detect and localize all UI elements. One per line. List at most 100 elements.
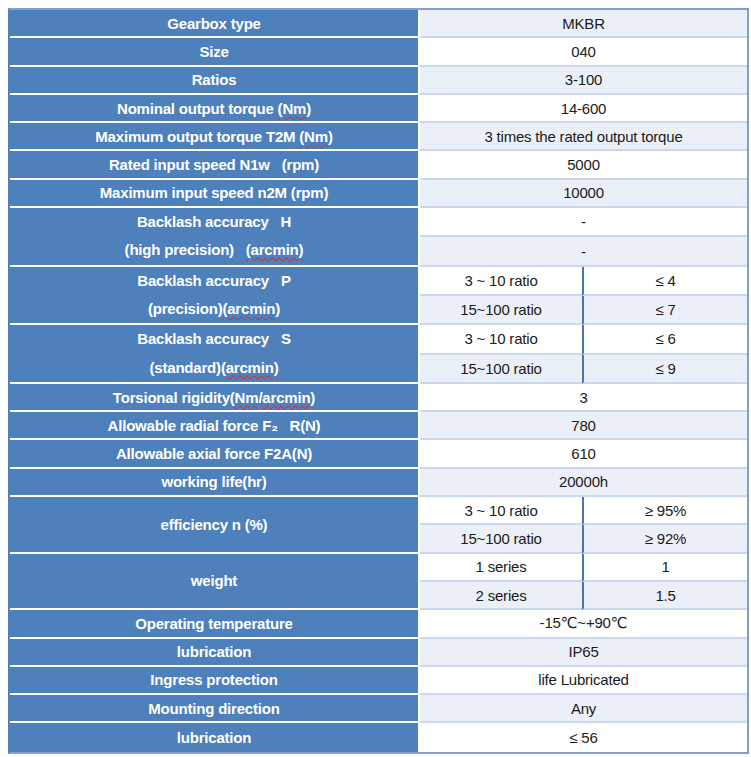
misspell-underline: (arcmin): [221, 359, 279, 376]
misspell-underline: arcmin: [262, 389, 310, 406]
row-label-lubrication-2: lubrication: [10, 723, 420, 751]
efficiency-row1-range: 3 ~ 10 ratio: [420, 497, 582, 525]
label-part: Nominal output torque: [117, 100, 278, 117]
label-text: Nominal output torque (Nm): [117, 100, 311, 117]
label-line-1: Backlash accuracy S: [10, 325, 418, 353]
row-label-backlash-p: Backlash accuracy P (precision)(arcmin): [10, 267, 420, 326]
row-label-rated-input-speed: Rated input speed N1w (rpm): [10, 151, 420, 179]
efficiency-row1-value: ≥ 95%: [582, 497, 747, 525]
label-text: Gearbox type: [167, 15, 260, 32]
label-text: efficiency n (%): [161, 516, 268, 533]
backlash-p-row2-value: ≤ 7: [582, 296, 747, 325]
value-ingress-protection: life Lubricated: [420, 667, 747, 695]
label-text: working life(hr): [161, 473, 266, 490]
table-row: working life(hr) 20000h: [10, 469, 747, 497]
row-label-ratios: Ratios: [10, 67, 420, 95]
table-row: Nominal output torque (Nm) 14-600: [10, 95, 747, 123]
backlash-p-row1-value: ≤ 4: [582, 267, 747, 296]
value-backlash-h-1: -: [420, 208, 747, 237]
label-line-2: (standard)(arcmin): [10, 354, 418, 382]
value-operating-temperature: -15℃~+90℃: [420, 610, 747, 638]
value-working-life: 20000h: [420, 469, 747, 497]
value-maximum-input-speed: 10000: [420, 180, 747, 208]
table-row: Backlash accuracy S (standard)(arcmin) 3…: [10, 325, 747, 354]
label-text: Allowable radial force F₂ R(N): [108, 417, 321, 434]
table-row: Mounting direction Any: [10, 695, 747, 723]
efficiency-row2-value: ≥ 92%: [582, 525, 747, 553]
row-label-ingress-protection: Ingress protection: [10, 667, 420, 695]
table-row: Allowable axial force F2A(N) 610: [10, 440, 747, 468]
table-row: Ratios 3-100: [10, 67, 747, 95]
table-row: Size 040: [10, 38, 747, 66]
label-text: lubrication: [177, 729, 251, 746]
label-text: Ingress protection: [150, 671, 277, 688]
row-label-nominal-output-torque: Nominal output torque (Nm): [10, 95, 420, 123]
backlash-p-row1-range: 3 ~ 10 ratio: [420, 267, 582, 296]
label-text: Torsional rigidity(Nm/arcmin): [113, 389, 315, 406]
row-label-efficiency: efficiency n (%): [10, 497, 420, 554]
label-text: Ratios: [192, 71, 237, 88]
label-line-1: Backlash accuracy P: [10, 267, 418, 295]
misspell-underline: (arcmin): [222, 300, 280, 317]
value-allowable-radial-force: 780: [420, 412, 747, 440]
label-line-2: (precision)(arcmin): [10, 295, 418, 323]
label-part: (standard): [150, 359, 221, 376]
backlash-s-row1-value: ≤ 6: [582, 325, 747, 354]
label-part: ): [306, 100, 311, 117]
weight-row2-series: 2 series: [420, 582, 582, 610]
row-label-allowable-axial-force: Allowable axial force F2A(N): [10, 440, 420, 468]
label-part: Maximum output torque T2M: [95, 128, 299, 145]
table-row: Torsional rigidity(Nm/arcmin) 3: [10, 384, 747, 412]
misspell-underline: (Nm: [299, 128, 328, 145]
table-row: Ingress protection life Lubricated: [10, 667, 747, 695]
row-label-maximum-input-speed: Maximum input speed n2M (rpm): [10, 180, 420, 208]
value-backlash-h-2: -: [420, 237, 747, 266]
row-label-allowable-radial-force: Allowable radial force F₂ R(N): [10, 412, 420, 440]
label-text: lubrication: [177, 643, 251, 660]
table-row: Backlash accuracy P (precision)(arcmin) …: [10, 267, 747, 296]
label-part: (precision): [148, 300, 222, 317]
row-label-backlash-h: Backlash accuracy H (high precision) (ar…: [10, 208, 420, 267]
table-row: Allowable radial force F₂ R(N) 780: [10, 412, 747, 440]
label-text: Allowable axial force F2A(N): [116, 445, 312, 462]
value-lubrication-1: IP65: [420, 639, 747, 667]
label-text: Size: [199, 43, 228, 60]
table-row: Maximum output torque T2M (Nm) 3 times t…: [10, 123, 747, 151]
value-size: 040: [420, 38, 747, 66]
misspell-underline: Nm: [235, 389, 259, 406]
row-label-torsional-rigidity: Torsional rigidity(Nm/arcmin): [10, 384, 420, 412]
label-text: Maximum output torque T2M (Nm): [95, 128, 332, 145]
row-label-lubrication-1: lubrication: [10, 639, 420, 667]
row-label-backlash-s: Backlash accuracy S (standard)(arcmin): [10, 325, 420, 384]
value-nominal-output-torque: 14-600: [420, 95, 747, 123]
misspell-underline: (Nm: [278, 100, 307, 117]
value-gearbox-type: MKBR: [420, 10, 747, 38]
weight-row2-value: 1.5: [582, 582, 747, 610]
label-text: Operating temperature: [135, 615, 293, 632]
label-part: Torsional rigidity(: [113, 389, 235, 406]
label-line-2: (high precision) (arcmin): [10, 236, 418, 264]
label-text: Mounting direction: [148, 700, 279, 717]
table-row: lubrication IP65: [10, 639, 747, 667]
table-row: Gearbox type MKBR: [10, 10, 747, 38]
value-torsional-rigidity: 3: [420, 384, 747, 412]
weight-row1-series: 1 series: [420, 554, 582, 582]
backlash-s-row1-range: 3 ~ 10 ratio: [420, 325, 582, 354]
weight-row1-value: 1: [582, 554, 747, 582]
label-text: Maximum input speed n2M (rpm): [100, 184, 328, 201]
value-mounting-direction: Any: [420, 695, 747, 723]
row-label-maximum-output-torque: Maximum output torque T2M (Nm): [10, 123, 420, 151]
label-text: Rated input speed N1w (rpm): [109, 156, 319, 173]
gearbox-spec-table: Gearbox type MKBR Size 040 Ratios 3-100 …: [8, 8, 749, 754]
table-row: Rated input speed N1w (rpm) 5000: [10, 151, 747, 179]
backlash-s-row2-value: ≤ 9: [582, 355, 747, 384]
row-label-weight: weight: [10, 554, 420, 611]
table-row: lubrication ≤ 56: [10, 723, 747, 751]
row-label-size: Size: [10, 38, 420, 66]
row-label-gearbox-type: Gearbox type: [10, 10, 420, 38]
label-part: ): [328, 128, 333, 145]
value-maximum-output-torque: 3 times the rated output torque: [420, 123, 747, 151]
label-text: weight: [191, 572, 237, 589]
table-row: Backlash accuracy H (high precision) (ar…: [10, 208, 747, 237]
backlash-p-row2-range: 15~100 ratio: [420, 296, 582, 325]
